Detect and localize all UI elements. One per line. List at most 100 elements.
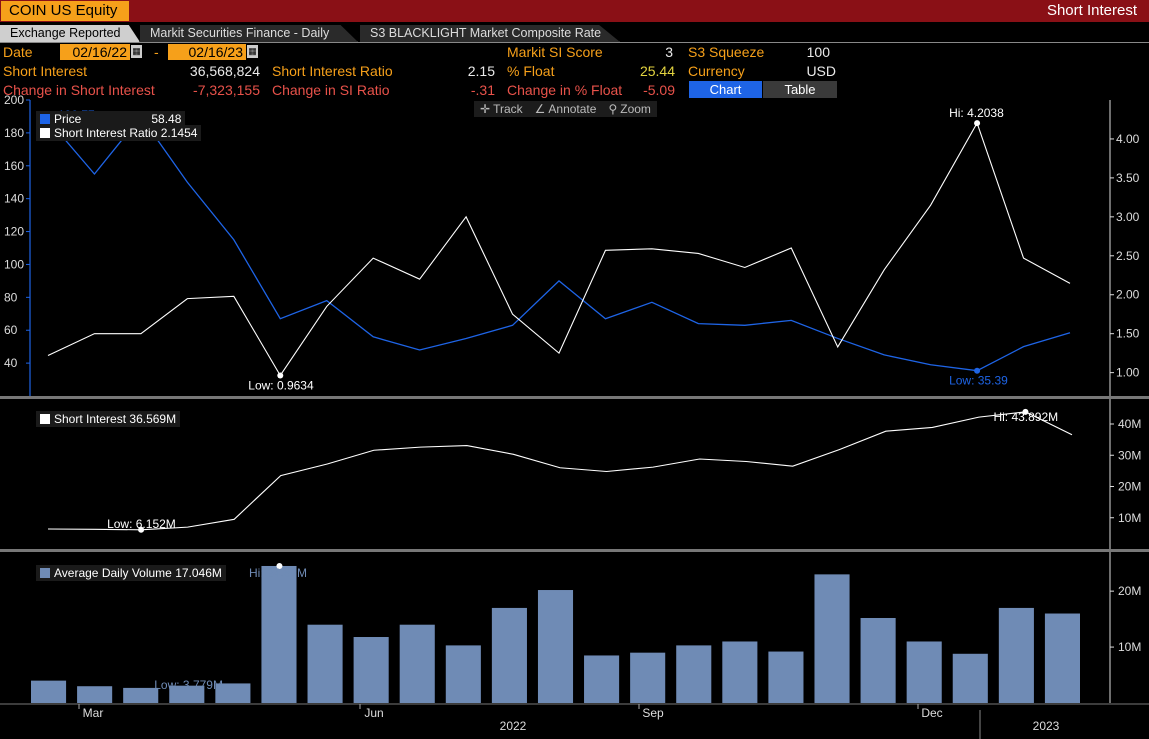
price-low-label: Low: 35.39	[949, 374, 1008, 388]
price-low-marker	[974, 367, 981, 374]
annotate-tool[interactable]: ∠ Annotate	[534, 102, 597, 116]
volume-bar	[123, 687, 159, 703]
left-tick-label: 160	[4, 159, 24, 173]
date-to-field[interactable]: 02/16/23	[168, 44, 246, 60]
si-low-marker	[138, 526, 145, 533]
left-tick-label: 200	[4, 93, 24, 107]
source-tabs: Exchange Reported Markit Securities Fina…	[0, 25, 1149, 43]
price-line	[47, 115, 1071, 372]
ratio-low-marker	[277, 372, 284, 379]
volume-high-marker	[276, 562, 283, 569]
security-ticker[interactable]: COIN US Equity	[1, 1, 129, 21]
chg-float-label: Change in % Float	[507, 82, 623, 98]
chg-si-ratio-value: -.31	[470, 82, 495, 98]
left-tick-label: 140	[4, 192, 24, 206]
si-tick-label: 10M	[1118, 511, 1141, 525]
date-label: Date	[3, 44, 33, 60]
right-tick-label: 1.00	[1116, 366, 1140, 380]
volume-bar	[307, 624, 343, 703]
right-tick-label: 2.50	[1116, 249, 1140, 263]
left-tick-label: 80	[4, 290, 18, 304]
calendar-from-icon[interactable]: ▦	[131, 45, 142, 58]
left-tick-label: 60	[4, 323, 18, 337]
zoom-tool[interactable]: ⚲ Zoom	[608, 102, 651, 116]
short-interest-value: 36,568,824	[189, 63, 260, 79]
volume-bar	[169, 685, 205, 703]
year-label: 2023	[1033, 719, 1060, 733]
si-ratio-line	[47, 121, 1071, 377]
price-legend: Price 58.48	[36, 111, 186, 127]
volume-bar	[584, 655, 620, 703]
volume-bar	[722, 641, 758, 703]
volume-tick-label: 20M	[1118, 584, 1141, 598]
s3-squeeze-label: S3 Squeeze	[688, 44, 765, 60]
date-from-field[interactable]: 02/16/22	[60, 44, 130, 60]
s3-squeeze-value: 100	[806, 44, 830, 60]
si-high-marker	[1022, 408, 1029, 415]
title-bar	[0, 0, 1149, 22]
right-tick-label: 1.50	[1116, 327, 1140, 341]
volume-bar	[998, 607, 1034, 703]
volume-legend: Average Daily Volume 17.046M	[36, 565, 226, 581]
volume-bar	[537, 590, 574, 703]
function-title: Short Interest	[1046, 2, 1137, 19]
pct-float-label: % Float	[507, 63, 555, 79]
left-tick-label: 100	[4, 257, 24, 271]
volume-bar	[31, 680, 67, 703]
table-view-button[interactable]: Table	[763, 81, 837, 98]
ratio-low-label: Low: 0.9634	[248, 378, 314, 392]
volume-bar	[399, 624, 435, 703]
markit-si-score-value: 3	[665, 44, 673, 60]
calendar-to-icon[interactable]: ▦	[247, 45, 258, 58]
crosshair-icon: ✛	[480, 102, 491, 116]
magnifier-icon: ⚲	[608, 102, 618, 116]
short-interest-swatch	[40, 414, 50, 424]
si-ratio-value: 2.15	[467, 63, 495, 79]
short-interest-label: Short Interest	[3, 63, 88, 79]
volume-bar	[768, 651, 804, 703]
volume-bar	[906, 641, 942, 703]
chart-view-button[interactable]: Chart	[689, 81, 762, 98]
short-interest-legend: Short Interest 36.569M	[36, 411, 181, 427]
month-label: Jun	[364, 706, 383, 720]
date-separator: -	[154, 44, 159, 60]
right-tick-label: 4.00	[1116, 132, 1140, 146]
si-high-label: Hi: 43.892M	[993, 410, 1058, 424]
si-tick-label: 40M	[1118, 417, 1141, 431]
short-interest-line	[47, 411, 1073, 531]
month-label: Sep	[642, 706, 664, 720]
volume-low-label: Low: 3.779M	[154, 678, 223, 692]
volume-bar	[491, 607, 527, 703]
ratio-high-label: Hi: 4.2038	[949, 106, 1004, 120]
pct-float-value: 25.44	[639, 63, 675, 79]
volume-bar	[261, 565, 297, 703]
currency-label: Currency	[688, 63, 745, 79]
right-tick-label: 2.00	[1116, 288, 1140, 302]
volume-tick-label: 10M	[1118, 640, 1141, 654]
price-swatch	[40, 114, 50, 124]
volume-bar	[814, 574, 850, 703]
volume-bar	[77, 686, 113, 703]
markit-si-score-label: Markit SI Score	[507, 44, 603, 60]
volume-swatch	[40, 568, 50, 578]
left-tick-label: 120	[4, 225, 24, 239]
tab-exchange-reported[interactable]: Exchange Reported	[0, 25, 140, 42]
chg-short-interest-label: Change in Short Interest	[3, 82, 155, 98]
volume-bar	[676, 645, 712, 703]
si-tick-label: 30M	[1118, 448, 1141, 462]
track-tool[interactable]: ✛ Track	[480, 102, 523, 116]
volume-bar	[860, 617, 896, 703]
volume-bar	[630, 652, 666, 703]
volume-bar	[353, 637, 389, 703]
chg-float-value: -5.09	[643, 82, 675, 98]
si-ratio-legend: Short Interest Ratio 2.1454	[36, 125, 202, 141]
currency-value: USD	[806, 63, 836, 79]
month-label: Dec	[921, 706, 942, 720]
month-label: Mar	[83, 706, 104, 720]
volume-bar	[215, 683, 251, 703]
chart-toolbar: ✛ Track ∠ Annotate ⚲ Zoom	[474, 101, 657, 117]
chg-si-ratio-label: Change in SI Ratio	[272, 82, 390, 98]
left-tick-label: 180	[4, 126, 24, 140]
tab-s3-blacklight[interactable]: S3 BLACKLIGHT Market Composite Rate	[360, 25, 620, 42]
